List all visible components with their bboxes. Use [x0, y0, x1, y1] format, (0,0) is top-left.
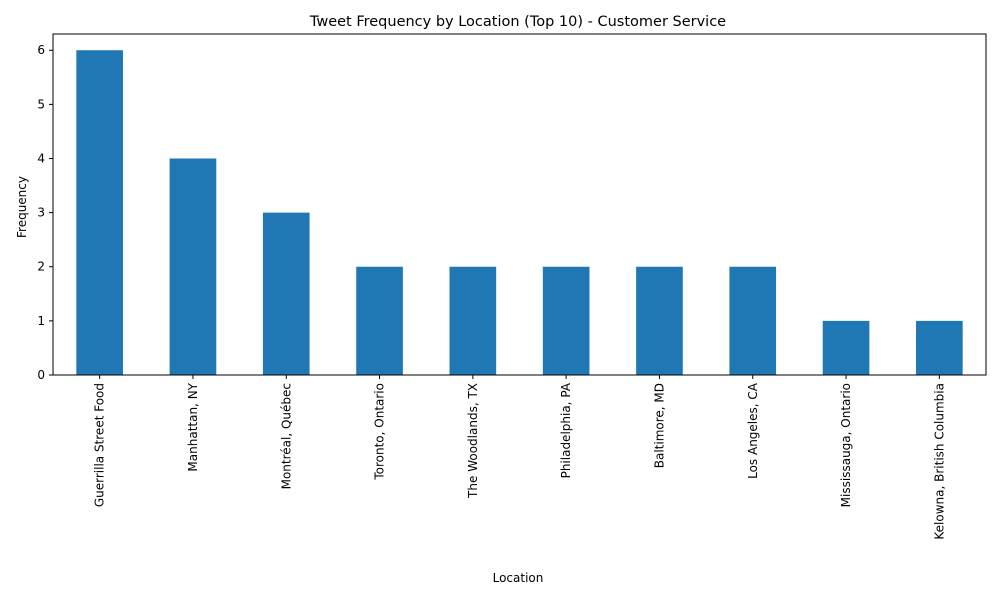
x-axis-ticks: Guerrilla Street Food Manhattan, NY Montré…	[93, 375, 946, 540]
y-axis-ticks: 0 1 2 3 4 5 6	[37, 43, 53, 382]
x-tick-label: Guerrilla Street Food	[93, 383, 107, 507]
y-tick-label: 2	[37, 260, 45, 274]
bar	[76, 50, 123, 375]
y-axis-label: Frequency	[15, 176, 29, 238]
y-tick-label: 0	[37, 368, 45, 382]
plot-frame	[52, 33, 987, 376]
bar	[169, 158, 217, 375]
x-tick-label: Mississauga, Ontario	[839, 383, 853, 507]
bar	[822, 320, 870, 375]
x-tick-label: The Woodlands, TX	[466, 383, 480, 499]
x-tick-label: Philadelphia, PA	[559, 382, 573, 478]
y-tick-label: 4	[37, 151, 45, 165]
x-tick-label: Manhattan, NY	[186, 382, 200, 471]
x-tick-label: Kelowna, British Columbia	[932, 383, 946, 540]
x-tick-label: Montréal, Québec	[279, 383, 293, 489]
bar	[449, 266, 497, 375]
y-tick-label: 5	[37, 97, 45, 111]
bar	[542, 266, 590, 375]
y-tick-label: 3	[37, 206, 45, 220]
y-tick-label: 1	[37, 314, 45, 328]
x-tick-label: Toronto, Ontario	[373, 383, 387, 481]
bars-layer	[76, 50, 963, 375]
bar	[916, 320, 963, 375]
x-tick-label: Los Angeles, CA	[746, 382, 760, 479]
x-axis-label: Location	[493, 571, 544, 585]
x-tick-label: Baltimore, MD	[652, 383, 666, 468]
bar	[356, 266, 403, 375]
bar	[729, 266, 777, 375]
bar	[262, 212, 310, 375]
chart-title: Tweet Frequency by Location (Top 10) - C…	[309, 14, 726, 30]
bar	[636, 266, 683, 375]
y-tick-label: 6	[37, 43, 45, 57]
